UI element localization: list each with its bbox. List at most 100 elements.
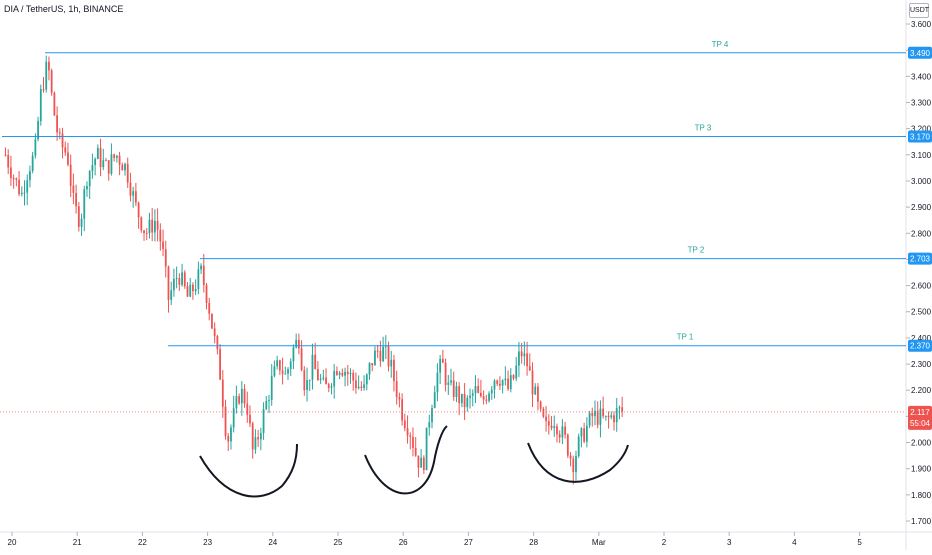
tp-level-label: TP 3 [695,123,712,132]
price-tick-label: 2.300 [911,360,932,369]
candle-body [352,372,355,381]
current-price-text: 2.117 [910,408,930,417]
candle-body [485,399,488,401]
candle-body [379,351,382,362]
drawn-arc-middle[interactable] [364,425,448,495]
candle-body [276,360,279,367]
candle-body [621,407,624,412]
candle-body [281,370,284,374]
candle-body [539,401,542,409]
candle-body [10,167,12,179]
candle-body [471,393,474,396]
price-tick-label: 3.300 [911,98,932,107]
candle-body [528,366,531,371]
candle-body [371,363,374,366]
time-tick-label: 23 [203,538,212,547]
candle-body [420,457,423,468]
candle-body [547,421,550,426]
candle-body [197,269,200,289]
candle-body [129,182,132,196]
candle-body [346,371,349,375]
price-tick-label: 1.800 [911,491,932,500]
candle-body [88,171,91,187]
candle-body [235,396,238,409]
candle-body [455,386,458,398]
candle-body [599,408,602,425]
candle-body [126,163,129,183]
candle-body [336,371,338,375]
candle-body [325,377,327,385]
candle-body [520,351,523,357]
candle-body [153,220,156,233]
candle-body [534,386,537,395]
currency-button[interactable]: USDT [909,3,929,18]
candle-body [20,192,23,195]
candle-body [452,380,455,398]
tp-price-badge-text: 2.370 [910,342,931,351]
candle-body [205,285,208,303]
candle-body [591,413,594,417]
tp-price-badge [908,252,932,265]
candle-body [594,410,596,417]
candle-body [208,302,211,314]
candle-body [488,393,490,401]
candle-body [580,428,583,437]
candle-body [303,370,306,391]
candle-body [170,290,173,300]
time-tick-label: 4 [792,538,797,547]
candle-body [58,132,61,134]
candle-body [316,369,319,381]
tp-level-label: TP 2 [688,246,705,255]
candle-body [173,278,175,291]
candle-body [556,426,558,435]
candle-body [251,423,254,450]
candle-body [99,147,102,168]
candle-body [479,392,482,397]
candle-body [91,165,94,172]
candle-body [107,160,110,174]
candle-body [300,348,303,371]
candle-body [469,395,471,398]
candle-body [216,336,219,350]
current-price-badge [908,405,932,430]
time-tick-label: 25 [334,538,343,547]
candle-body [403,420,406,429]
candle-body [477,386,480,393]
candle-body [124,163,126,171]
drawn-arc-right[interactable] [527,442,629,483]
candle-body [83,189,86,219]
candle-body [194,288,197,292]
candle-body [585,425,588,442]
candle-body [134,191,137,203]
candle-body [376,350,379,352]
candle-body [412,436,414,448]
candle-body [422,457,425,471]
candle-body [246,403,249,415]
candle-body [553,426,556,429]
price-tick-label: 2.000 [911,439,932,448]
candle-body [80,218,83,227]
candle-body [26,180,29,193]
candle-body [393,359,395,382]
candle-body [259,432,262,440]
candle-body [496,380,499,384]
candle-body [458,386,461,404]
candle-body [374,350,376,366]
candle-body [444,362,447,385]
candle-body [569,455,572,459]
candle-body [268,399,270,401]
drawn-arc-left[interactable] [199,443,298,498]
symbol-title[interactable]: DIA / TetherUS, 1h, BINANCE [4,4,124,14]
candle-body [518,351,520,366]
candle-body [137,202,140,218]
candle-body [308,379,311,381]
candle-body [509,375,512,390]
candle-body [564,426,567,435]
candle-body [238,396,241,404]
candle-body [292,347,295,362]
candle-body [550,425,553,429]
candle-body [382,346,384,362]
candle-body [53,92,56,116]
